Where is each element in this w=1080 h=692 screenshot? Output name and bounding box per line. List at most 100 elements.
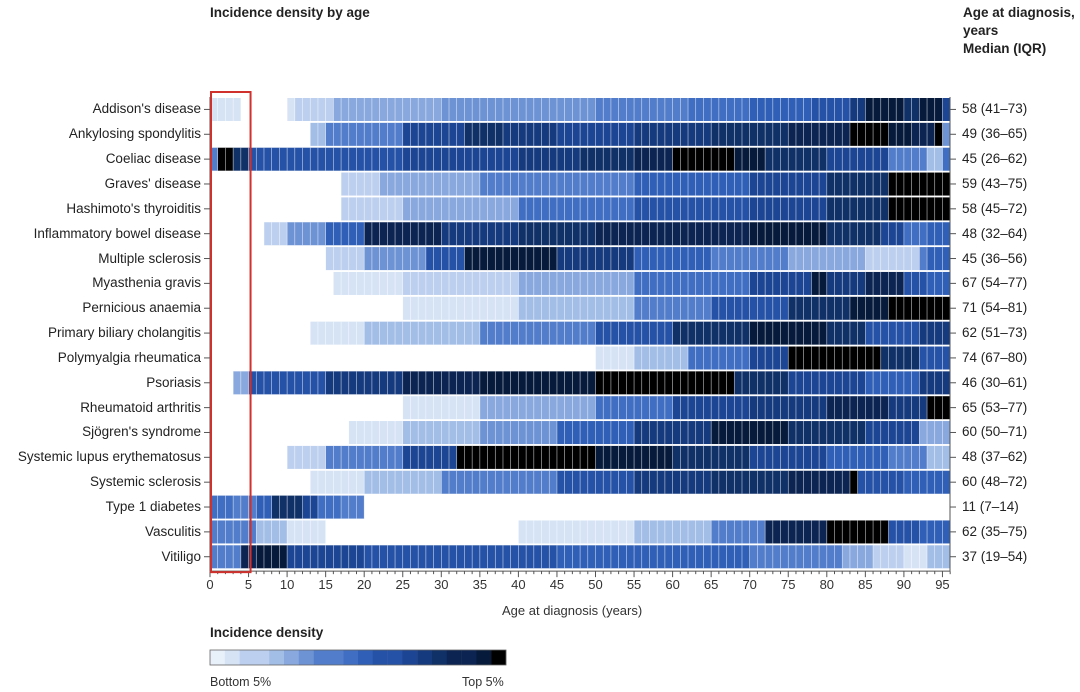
heatmap-cell: [433, 421, 442, 445]
heatmap-cell: [395, 172, 403, 196]
heatmap-cell: [479, 321, 488, 345]
heatmap-cell: [788, 172, 797, 196]
heatmap-cell: [695, 321, 704, 345]
heatmap-cell: [302, 520, 311, 544]
heatmap-cell: [441, 396, 450, 420]
heatmap-cell: [896, 396, 905, 420]
heatmap-cell: [487, 445, 496, 469]
heatmap-cell: [649, 520, 658, 544]
heatmap-cell: [834, 470, 843, 494]
heatmap-cell: [541, 421, 550, 445]
heatmap-cell: [734, 520, 743, 544]
disease-label: Type 1 diabetes: [105, 499, 201, 515]
heatmap-cell: [371, 122, 380, 146]
heatmap-cell: [510, 222, 519, 246]
heatmap-cell: [225, 147, 234, 171]
heatmap-cell: [849, 147, 858, 171]
heatmap-cell: [680, 122, 689, 146]
heatmap-cell: [395, 98, 403, 121]
heatmap-cell: [819, 421, 827, 445]
heatmap-cell: [641, 520, 650, 544]
heatmap-cell: [757, 247, 766, 271]
heatmap-cell: [379, 147, 388, 171]
heatmap-cell: [410, 197, 419, 221]
heatmap-cell: [819, 321, 827, 345]
heatmap-cell: [718, 470, 727, 494]
heatmap-cell: [495, 470, 504, 494]
heatmap-cell: [641, 470, 650, 494]
heatmap-cell: [433, 445, 442, 469]
heatmap-cell: [680, 445, 689, 469]
heatmap-cell: [364, 172, 373, 196]
heatmap-cell: [672, 98, 681, 121]
heatmap-cell: [433, 122, 442, 146]
legend-swatch: [417, 650, 433, 665]
heatmap-cell: [664, 296, 673, 320]
heatmap-cell: [271, 147, 280, 171]
heatmap-cell: [688, 271, 696, 295]
heatmap-cell: [595, 98, 604, 121]
heatmap-cell: [657, 396, 666, 420]
heatmap-cell: [803, 271, 812, 295]
heatmap-cell: [587, 470, 596, 494]
heatmap-cell: [880, 371, 889, 395]
heatmap-cell: [803, 247, 812, 271]
legend-swatch: [372, 650, 388, 665]
heatmap-cell: [934, 271, 943, 295]
heatmap-cell: [356, 147, 365, 171]
disease-label: Ankylosing spondylitis: [68, 126, 201, 142]
heatmap-cell: [533, 520, 542, 544]
heatmap-cell: [348, 445, 357, 469]
heatmap-cell: [387, 545, 396, 569]
heatmap-cell: [495, 271, 504, 295]
heatmap-cell: [741, 296, 750, 320]
heatmap-cell: [595, 247, 604, 271]
heatmap-cell: [549, 421, 558, 445]
median-iqr-value: 71 (54–81): [962, 300, 1028, 316]
heatmap-cell: [333, 98, 342, 121]
heatmap-cell: [356, 98, 365, 121]
heatmap-cell: [371, 197, 380, 221]
heatmap-cell: [233, 371, 241, 395]
heatmap-cell: [425, 122, 434, 146]
heatmap-cell: [811, 122, 820, 146]
heatmap-cell: [549, 371, 558, 395]
heatmap-cell: [449, 545, 457, 569]
heatmap-cell: [410, 321, 419, 345]
heatmap-cell: [618, 172, 627, 196]
heatmap-cell: [456, 122, 465, 146]
heatmap-cell: [371, 98, 380, 121]
heatmap-cell: [564, 545, 573, 569]
heatmap-cell: [688, 396, 696, 420]
heatmap-cell: [649, 122, 658, 146]
heatmap-cell: [834, 296, 843, 320]
heatmap-cell: [819, 371, 827, 395]
heatmap-cell: [873, 122, 881, 146]
heatmap-cell: [765, 346, 773, 370]
heatmap-cell: [664, 470, 673, 494]
heatmap-cell: [757, 271, 766, 295]
heatmap-cell: [410, 147, 419, 171]
heatmap-cell: [487, 222, 496, 246]
heatmap-cell: [749, 147, 758, 171]
heatmap-cell: [626, 321, 635, 345]
heatmap-cell: [757, 122, 766, 146]
heatmap-cell: [942, 520, 951, 544]
heatmap-cell: [371, 222, 380, 246]
heatmap-cell: [711, 321, 720, 345]
heatmap-cell: [880, 247, 889, 271]
heatmap-cell: [302, 545, 311, 569]
heatmap-cell: [348, 247, 357, 271]
heatmap-cell: [657, 421, 666, 445]
heatmap-cell: [402, 271, 411, 295]
heatmap-cell: [919, 98, 928, 121]
heatmap-cell: [934, 421, 943, 445]
heatmap-cell: [911, 296, 920, 320]
heatmap-cell: [526, 98, 534, 121]
heatmap-cell: [603, 520, 612, 544]
heatmap-cell: [225, 98, 234, 121]
heatmap-cell: [849, 122, 858, 146]
heatmap-cell: [356, 247, 365, 271]
heatmap-cell: [919, 445, 928, 469]
heatmap-cell: [741, 396, 750, 420]
